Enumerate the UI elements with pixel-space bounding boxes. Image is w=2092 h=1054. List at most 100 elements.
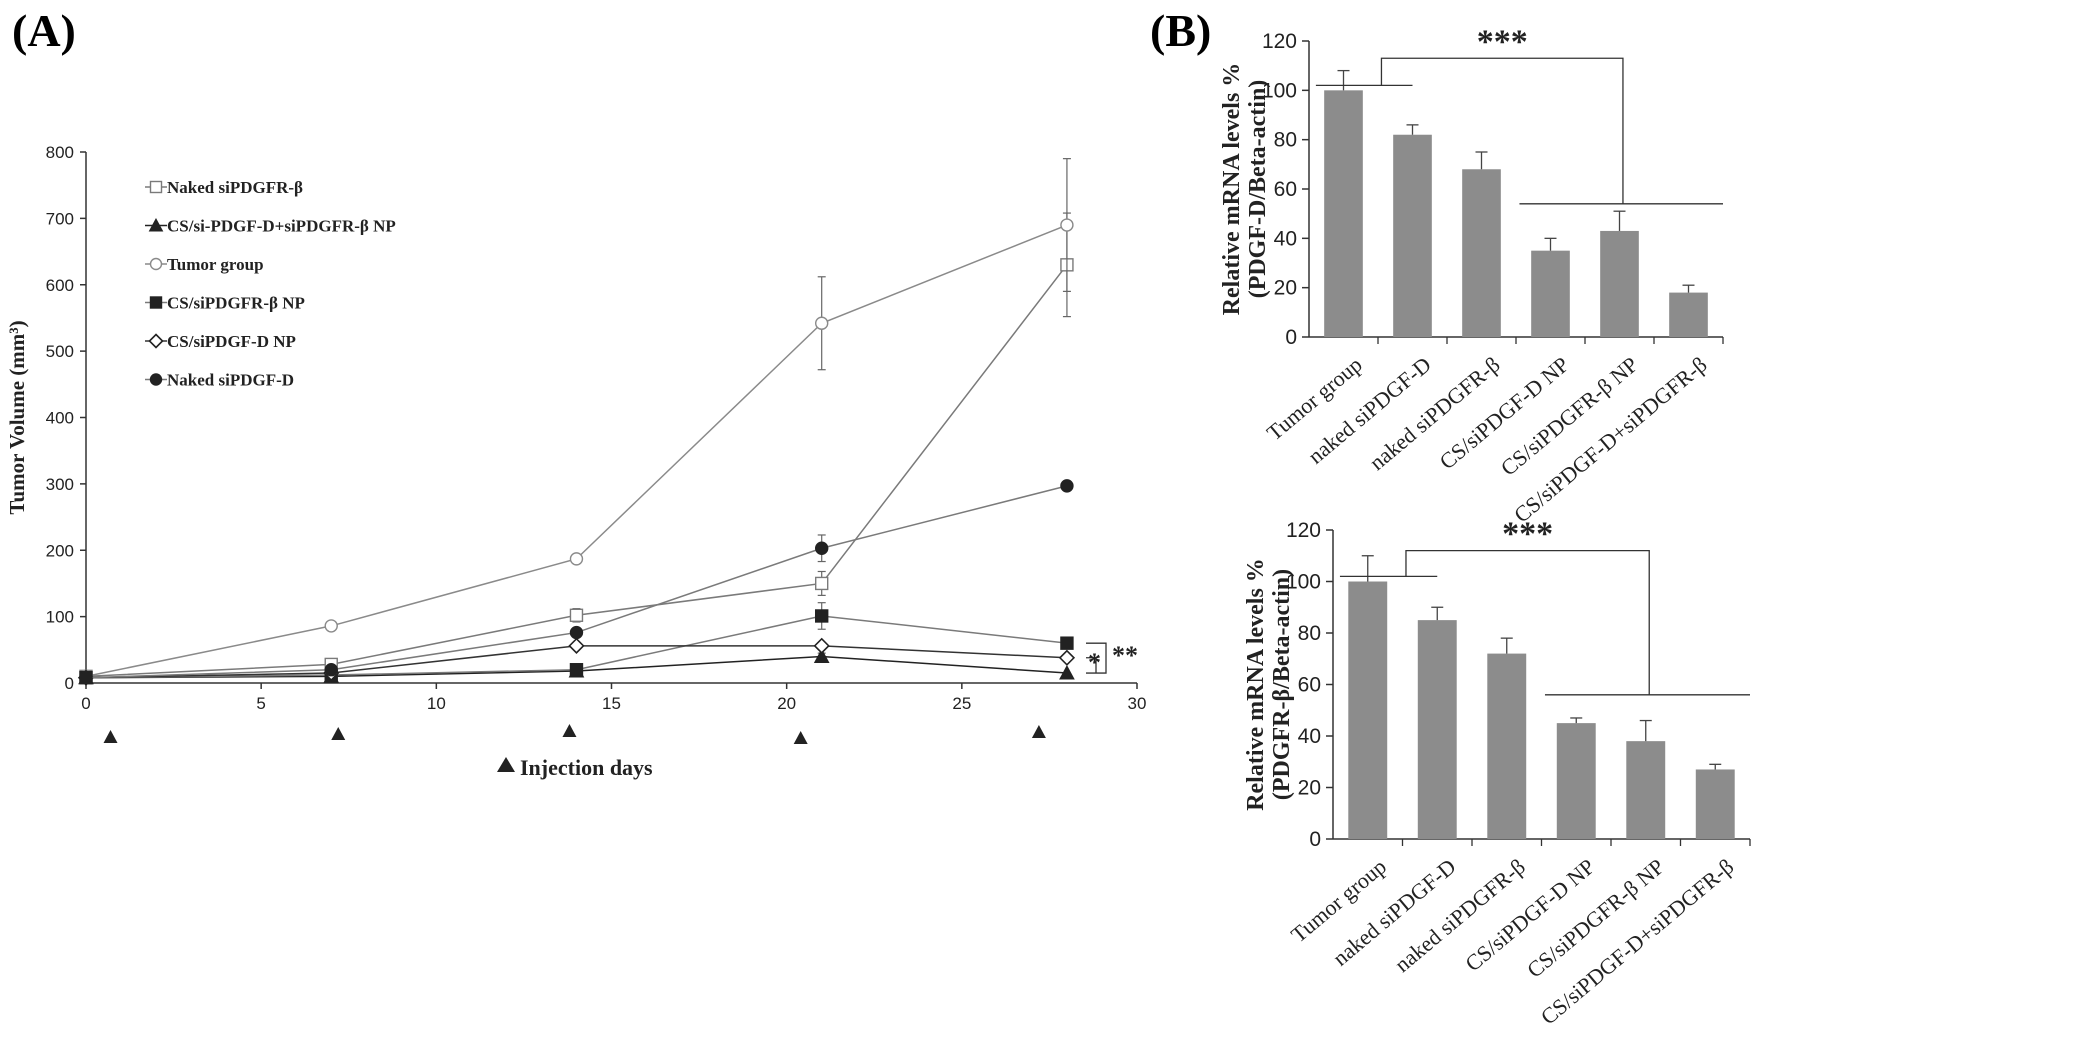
legend-marker [149,257,163,271]
y-tick-label: 0 [1285,326,1297,349]
significance-double-star: ** [1112,641,1138,670]
data-point [569,608,584,622]
y-tick-label: 40 [1298,725,1321,748]
data-point [569,663,584,677]
panel-b-label: (B) [1150,5,1211,56]
legend-entry-label: CS/siPDGFR-β NP [167,294,305,313]
data-point [1060,218,1074,232]
data-point [569,625,584,640]
data-point [815,609,829,623]
y-tick-label: 120 [1286,519,1321,542]
chart-a-y-tick-label: 700 [46,209,74,228]
bar [1626,741,1666,839]
data-point [324,619,338,633]
injection-day-triangle-icon [562,724,577,737]
chart-a-x-tick-label: 30 [1128,694,1147,713]
y-tick-label: 100 [1262,79,1297,102]
chart-b-bottom-y-axis-title-line2: (PDGFR-β/Beta-actin) [1269,569,1295,800]
y-tick-label: 0 [1309,828,1321,851]
y-tick-label: 80 [1298,622,1321,645]
injection-day-triangle-icon [793,731,808,744]
significance-single-star: * [1088,648,1101,677]
chart-a-y-tick-label: 100 [46,608,74,627]
bar [1695,769,1735,839]
chart-a-x-tick-label: 10 [427,694,446,713]
data-point [815,576,829,591]
chart-a-x-tick-label: 0 [81,694,90,713]
legend-marker [148,217,164,232]
data-point [815,541,829,555]
series-4 [77,637,1076,686]
chart-a-y-tick-label: 800 [46,143,74,162]
legend-entry-label: Naked siPDGF-D [167,371,294,390]
chart-a-y-tick-label: 200 [46,541,74,560]
bar [1531,250,1570,337]
data-point [813,637,830,654]
chart-a-x-tick-label: 25 [952,694,971,713]
tumor-volume-line-chart: 0 100 200 300 400 500 600 700 800 0 5 10 15 20 25 30 Na… [5,143,1146,780]
legend-entry-label: CS/si-PDGF-D+siPDGFR-β NP [167,217,396,236]
chart-a-y-tick-label: 400 [46,409,74,428]
data-point [1060,636,1074,650]
chart-b-bottom-y-axis-title-line1: Relative mRNA levels % [1243,558,1269,811]
data-point [1060,479,1074,493]
injection-day-triangle-icon [1031,725,1046,738]
chart-a-x-tick-label: 5 [256,694,265,713]
series-5 [79,479,1074,685]
chart-b-top-y-axis-title-line2: (PDGF-D/Beta-actin) [1245,80,1271,299]
chart-a-axes: 0 100 200 300 400 500 600 700 800 0 5 10 15 20 25 30 [46,143,1147,713]
data-point [815,316,829,330]
data-point [813,648,830,663]
chart-b-top-significance: *** [1477,23,1528,60]
significance-bracket [1380,57,1624,204]
chart-a-y-tick-label: 300 [46,475,74,494]
legend-entry-label: Tumor group [167,255,264,274]
panel-a-label: (A) [12,5,76,56]
data-point [79,670,93,685]
data-point [568,637,585,654]
injection-days-legend-label: Injection days [520,755,653,780]
legend-marker [149,180,163,194]
series-2 [79,158,1074,684]
y-tick-label: 100 [1286,571,1321,594]
injection-legend-triangle-icon [497,757,515,772]
legend-marker [148,333,164,349]
y-tick-label: 20 [1274,277,1297,300]
bar [1348,581,1388,839]
bar [1669,292,1708,337]
chart-b-top-y-axis-title-line1: Relative mRNA levels % [1219,63,1245,316]
series-0 [79,212,1074,684]
chart-a-y-tick-label: 0 [65,674,74,693]
y-tick-label: 60 [1298,674,1321,697]
legend-entry-label: Naked siPDGFR-β [167,178,303,197]
injection-day-triangle-icon [103,730,118,743]
y-tick-label: 120 [1262,30,1297,53]
data-point [324,663,338,677]
bar [1600,230,1639,337]
chart-a-y-axis-title: Tumor Volume (mm³) [5,320,29,514]
chart-a-x-tick-label: 15 [602,694,621,713]
y-tick-label: 40 [1274,227,1297,250]
legend-entry-label: CS/siPDGF-D NP [167,332,296,351]
bar [1487,653,1527,839]
chart-b-bottom-significance: *** [1502,516,1553,553]
chart-a-x-tick-label: 20 [777,694,796,713]
legend-marker [149,296,163,309]
bar [1324,90,1363,337]
significance-bracket-inner [1086,657,1097,674]
chart-a-y-tick-label: 500 [46,342,74,361]
data-point [569,552,584,566]
legend-marker [149,373,163,386]
y-tick-label: 20 [1298,777,1321,800]
chart-a-legend: Naked siPDGFR-β CS/si-PDGF-D+siPDGFR-β NP… [145,178,396,390]
bar [1393,134,1432,337]
y-tick-label: 60 [1274,178,1297,201]
bar [1556,723,1596,839]
bar [1417,620,1457,839]
chart-a-y-tick-label: 600 [46,276,74,295]
data-point [1058,649,1076,666]
y-tick-label: 80 [1274,129,1297,152]
